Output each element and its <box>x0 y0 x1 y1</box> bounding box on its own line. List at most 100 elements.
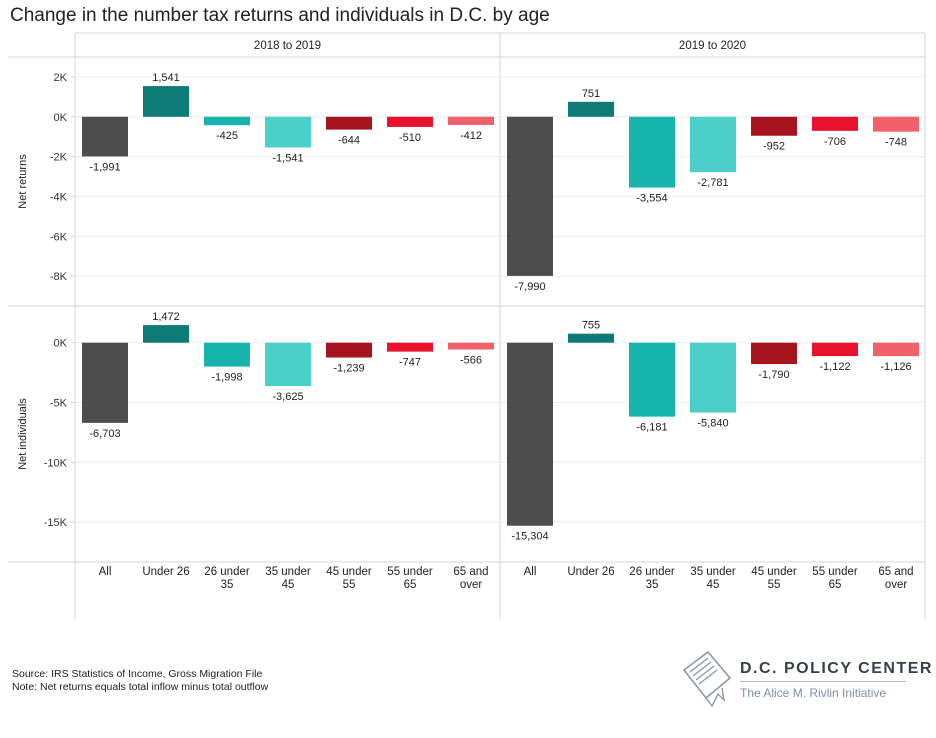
x-tick-label: 65 <box>404 579 417 591</box>
logo-divider <box>740 681 906 682</box>
data-label: -644 <box>338 135 360 147</box>
x-tick-label: 45 under <box>751 566 797 578</box>
bar <box>629 116 675 188</box>
bar <box>82 342 128 423</box>
bar <box>143 86 189 117</box>
bar <box>751 116 797 136</box>
x-tick-label: over <box>460 579 483 591</box>
data-label: 755 <box>582 320 600 332</box>
data-label: -6,181 <box>636 422 667 434</box>
bar <box>690 116 736 173</box>
bar <box>751 342 797 365</box>
y-tick-label: 0K <box>54 112 68 124</box>
bar <box>812 116 858 131</box>
data-label: -566 <box>460 354 482 366</box>
x-tick-label: 55 <box>343 579 356 591</box>
y-tick-label: 0K <box>54 338 68 350</box>
bar <box>507 342 553 526</box>
bar <box>82 116 128 157</box>
x-tick-label: 35 under <box>265 566 311 578</box>
bar <box>812 342 858 357</box>
data-label: -7,990 <box>514 281 545 293</box>
data-label: -3,625 <box>272 391 303 403</box>
y-tick-label: -4K <box>50 191 68 203</box>
logo-name: D.C. POLICY CENTER <box>740 660 933 677</box>
x-tick-label: 55 under <box>812 566 858 578</box>
bar <box>873 116 919 132</box>
data-label: 1,472 <box>152 311 180 323</box>
x-tick-label: 65 and <box>453 566 488 578</box>
data-label: 1,541 <box>152 72 180 84</box>
x-tick-label: 55 under <box>387 566 433 578</box>
x-tick-label: over <box>885 579 908 591</box>
y-tick-label: 2K <box>54 72 68 84</box>
data-label: -1,122 <box>819 361 850 373</box>
column-header: 2019 to 2020 <box>679 40 746 52</box>
data-label: -952 <box>763 141 785 153</box>
data-label: -15,304 <box>511 531 548 543</box>
data-label: -706 <box>824 136 846 148</box>
y-axis-label: Net returns <box>17 154 29 209</box>
x-tick-label: 65 and <box>878 566 913 578</box>
x-tick-label: 45 under <box>326 566 372 578</box>
data-label: -1,239 <box>333 363 364 375</box>
y-tick-label: -8K <box>50 271 68 283</box>
data-label: -510 <box>399 132 421 144</box>
dc-map-document-icon <box>682 650 732 708</box>
x-tick-label: All <box>524 566 537 578</box>
bar <box>265 116 311 148</box>
chart-title: Change in the number tax returns and ind… <box>10 5 550 26</box>
y-axis-label: Net individuals <box>17 398 29 470</box>
source-note: Source: IRS Statistics of Income, Gross … <box>12 668 263 680</box>
bar <box>448 116 494 125</box>
bar <box>387 116 433 127</box>
definition-note: Note: Net returns equals total inflow mi… <box>12 681 269 693</box>
bar <box>507 116 553 276</box>
bar <box>387 342 433 352</box>
x-tick-label: 26 under <box>204 566 250 578</box>
data-label: -747 <box>399 357 421 369</box>
dc-policy-center-logo: D.C. POLICY CENTER The Alice M. Rivlin I… <box>678 648 931 708</box>
bar <box>690 342 736 413</box>
x-tick-label: 35 <box>221 579 234 591</box>
x-tick-label: 35 <box>646 579 659 591</box>
x-tick-label: 45 <box>282 579 295 591</box>
x-tick-label: 26 under <box>629 566 675 578</box>
logo-subtitle: The Alice M. Rivlin Initiative <box>740 686 887 700</box>
x-tick-label: 45 <box>707 579 720 591</box>
data-label: -1,541 <box>272 152 303 164</box>
bar <box>326 342 372 358</box>
column-header: 2018 to 2019 <box>254 40 321 52</box>
data-label: -425 <box>216 130 238 142</box>
bar <box>448 342 494 350</box>
y-tick-label: -2K <box>50 152 68 164</box>
x-tick-label: 35 under <box>690 566 736 578</box>
footer: Source: IRS Statistics of Income, Gross … <box>12 668 268 694</box>
bar <box>204 116 250 126</box>
data-label: -1,998 <box>211 372 242 384</box>
data-label: -1,790 <box>758 369 789 381</box>
y-tick-label: -6K <box>50 231 68 243</box>
y-tick-label: -15K <box>44 517 68 529</box>
x-tick-label: Under 26 <box>567 566 614 578</box>
data-label: -5,840 <box>697 418 728 430</box>
data-label: -412 <box>460 130 482 142</box>
bar <box>143 325 189 343</box>
y-tick-label: -10K <box>44 457 68 469</box>
bar <box>873 342 919 357</box>
bar <box>568 333 614 343</box>
bar <box>265 342 311 387</box>
x-tick-label: Under 26 <box>142 566 189 578</box>
data-label: -2,781 <box>697 177 728 189</box>
x-tick-label: 55 <box>768 579 781 591</box>
data-label: 751 <box>582 88 600 100</box>
x-tick-label: All <box>99 566 112 578</box>
bar <box>568 101 614 117</box>
bar <box>326 116 372 130</box>
bar <box>629 342 675 417</box>
bar-chart: 2018 to 2019 2019 to 2020 Net returns 2K 0K -… <box>8 32 926 620</box>
data-label: -3,554 <box>636 193 667 205</box>
data-label: -748 <box>885 137 907 149</box>
x-tick-label: 65 <box>829 579 842 591</box>
data-label: -1,126 <box>880 361 911 373</box>
